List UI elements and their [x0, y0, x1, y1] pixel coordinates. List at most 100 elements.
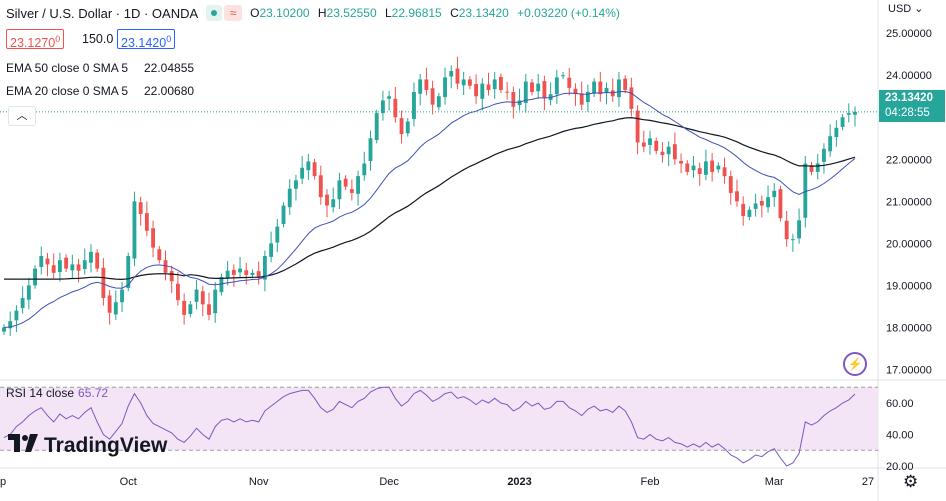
candle-body-0 — [2, 327, 6, 332]
rsi-tick-label-2: 20.00 — [886, 461, 914, 473]
candle-body-74 — [461, 79, 466, 86]
candle-body-78 — [486, 84, 491, 90]
candle-body-129 — [803, 163, 808, 218]
candle-88 — [548, 82, 553, 106]
candle-body-62 — [387, 96, 392, 99]
sell-button[interactable]: 23.12700 — [6, 29, 65, 50]
candle-98 — [610, 78, 615, 102]
candle-80 — [499, 73, 503, 94]
candle-136 — [846, 103, 851, 123]
candle-17 — [107, 290, 112, 325]
candle-19 — [120, 282, 124, 312]
gear-icon[interactable]: ⚙ — [903, 472, 919, 491]
candle-110 — [685, 160, 690, 176]
candle-body-131 — [815, 163, 820, 172]
y-tick-label-5: 19.00000 — [886, 280, 932, 292]
candle-body-31 — [194, 289, 199, 302]
rsi-tick-label-0: 60.00 — [886, 398, 914, 410]
candle-24 — [151, 220, 156, 258]
candle-body-133 — [828, 136, 833, 152]
candle-body-93 — [579, 93, 584, 105]
rsi-legend[interactable]: RSI 14 close 65.72 — [6, 386, 108, 400]
candle-66 — [412, 82, 416, 127]
candle-body-126 — [784, 220, 789, 240]
candle-body-81 — [505, 91, 510, 93]
candle-body-15 — [95, 252, 100, 269]
candle-90 — [561, 71, 565, 80]
candle-94 — [585, 84, 590, 112]
candle-48 — [300, 155, 305, 185]
candle-body-50 — [312, 162, 317, 177]
ema50-label: EMA 50 close 0 SMA 5 — [6, 61, 129, 75]
bid-price[interactable]: 23.12700 — [6, 29, 65, 50]
chart-header: Silver / U.S. Dollar · 1D · OANDA ≈ O23.… — [6, 4, 625, 22]
candle-body-51 — [318, 175, 323, 198]
candle-body-107 — [666, 146, 671, 155]
candle-body-39 — [244, 270, 249, 275]
ohlc-readout: O23.10200 H23.52550 L22.96815 C23.13420 … — [250, 6, 625, 20]
candle-113 — [703, 149, 708, 181]
bolt-icon[interactable]: ⚡ — [843, 352, 867, 376]
candle-91 — [567, 68, 572, 96]
candle-87 — [542, 75, 547, 111]
candle-120 — [747, 206, 752, 221]
candle-77 — [480, 78, 485, 111]
candle-76 — [474, 74, 479, 104]
x-tick-label-6: Mar — [765, 476, 784, 488]
collapse-legend-button[interactable]: ︿ — [8, 106, 36, 126]
candle-body-82 — [511, 92, 516, 107]
candle-52 — [325, 189, 329, 218]
candle-115 — [716, 162, 721, 173]
candle-29 — [182, 293, 187, 325]
currency-menu[interactable]: USD ⌄ — [888, 2, 924, 15]
candle-body-116 — [722, 167, 727, 177]
candle-body-134 — [834, 127, 839, 138]
candle-body-47 — [294, 180, 298, 189]
candle-body-117 — [728, 176, 733, 193]
candle-93 — [579, 81, 584, 111]
ema20-legend[interactable]: EMA 20 close 0 SMA 5 22.00680 — [6, 84, 194, 98]
ema50-legend[interactable]: EMA 50 close 0 SMA 5 22.04855 — [6, 61, 194, 75]
buy-button[interactable]: 23.14200 — [117, 29, 176, 50]
candle-body-86 — [536, 83, 541, 92]
tradingview-logo[interactable]: TradingView — [8, 434, 167, 458]
candle-body-3 — [20, 298, 25, 309]
candle-body-61 — [380, 100, 385, 114]
candle-body-60 — [374, 113, 379, 140]
candle-body-54 — [337, 180, 342, 200]
candle-body-80 — [499, 76, 503, 90]
candle-21 — [132, 191, 137, 267]
candle-body-73 — [455, 68, 460, 84]
candle-122 — [759, 195, 764, 218]
candle-body-30 — [188, 304, 193, 315]
low-value: 22.96815 — [391, 6, 442, 20]
candle-body-101 — [629, 87, 634, 109]
candle-body-16 — [101, 267, 106, 299]
candle-body-121 — [753, 203, 758, 209]
y-tick-label-3: 21.00000 — [886, 196, 932, 208]
candle-108 — [672, 132, 677, 165]
ask-price[interactable]: 23.14200 — [117, 29, 176, 50]
currency-label: USD — [888, 3, 912, 15]
candle-46 — [287, 179, 292, 215]
y-tick-label-7: 17.00000 — [886, 365, 932, 377]
candle-51 — [318, 165, 323, 205]
y-tick-label-0: 25.00000 — [886, 28, 932, 40]
candle-124 — [772, 183, 777, 207]
symbol-title[interactable]: Silver / U.S. Dollar · 1D · OANDA — [6, 5, 199, 21]
candle-body-52 — [325, 194, 329, 206]
chevron-down-icon: ⌄ — [914, 3, 924, 15]
candle-body-110 — [685, 163, 690, 172]
candle-14 — [89, 244, 93, 273]
candle-105 — [654, 137, 659, 155]
wave-icon[interactable]: ≈ — [224, 5, 243, 21]
candle-60 — [374, 109, 379, 144]
candle-27 — [169, 265, 174, 293]
low-label: L — [384, 6, 392, 20]
candle-86 — [536, 73, 541, 99]
candle-body-136 — [846, 113, 851, 115]
candle-body-111 — [691, 165, 696, 171]
candle-97 — [604, 82, 609, 105]
candle-8 — [51, 253, 56, 279]
